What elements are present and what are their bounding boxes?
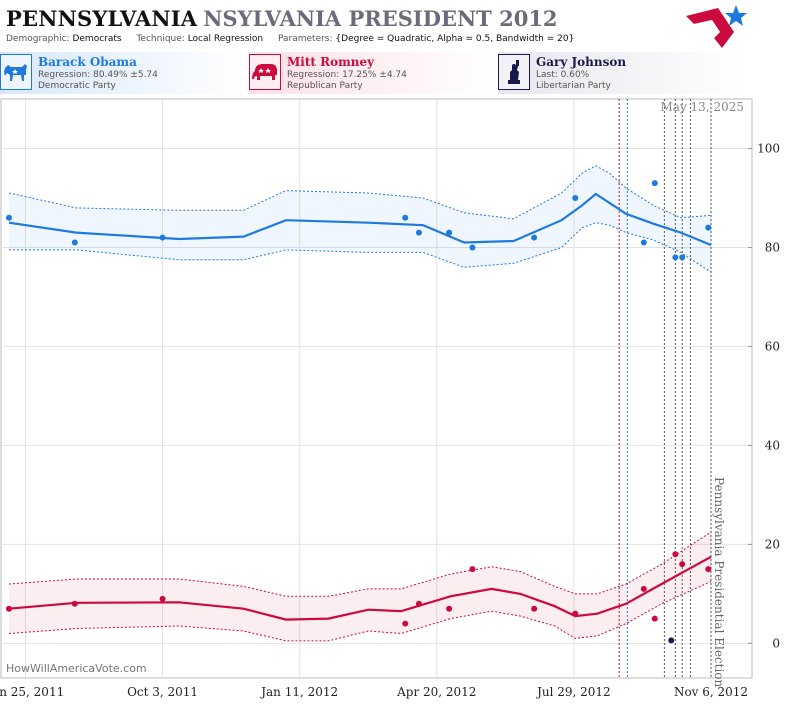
x-tick-label: Apr 20, 2012 (396, 685, 476, 699)
race-title: NSYLVANIA PRESIDENT 2012 (203, 6, 558, 31)
candidate-johnson[interactable]: Gary Johnson Last: 0.60% Libertarian Par… (498, 52, 744, 94)
donkey-icon (0, 54, 32, 90)
poll-point (705, 566, 712, 573)
election-label: Pennsylvania Presidential Election (712, 477, 726, 688)
poll-point (640, 585, 647, 592)
candidate-party: Democratic Party (38, 81, 116, 91)
parameters-value: {Degree = Quadratic, Alpha = 0.5, Bandwi… (335, 34, 575, 44)
poll-point (469, 244, 476, 251)
x-tick-label: Jan 11, 2012 (259, 685, 338, 699)
poll-point (402, 214, 409, 221)
y-tick-label: 60 (765, 339, 780, 353)
trend-line (8, 192, 712, 247)
poll-point (6, 605, 12, 612)
poll-point (446, 229, 453, 236)
y-tick-label: 20 (765, 537, 780, 551)
candidate-stat: Last: 0.60% (536, 70, 590, 80)
poll-point (415, 600, 422, 607)
y-tick-label: 80 (765, 240, 780, 254)
poll-point (446, 605, 453, 612)
candidate-name: Gary Johnson (536, 55, 627, 69)
poll-point (668, 637, 675, 644)
technique-value: Local Regression (187, 34, 264, 44)
poll-point (679, 254, 686, 261)
candidate-romney[interactable]: Mitt Romney Regression: 17.25% ±4.74 Rep… (249, 52, 495, 94)
liberty-statue-icon (498, 54, 530, 90)
poll-point (159, 234, 166, 241)
technique-label: Technique: (136, 34, 185, 44)
confidence-band (9, 165, 711, 273)
candidate-stat: Regression: 80.49% ±5.74 (38, 70, 158, 80)
poll-point (705, 224, 712, 231)
plot-area (0, 98, 753, 679)
candidate-stat: Regression: 17.25% ±4.74 (287, 70, 407, 80)
parameters-label: Parameters: (277, 34, 333, 44)
elephant-icon (249, 54, 281, 90)
candidate-party: Libertarian Party (536, 81, 611, 91)
x-tick-label: Jul 29, 2012 (535, 685, 611, 699)
candidate-name: Mitt Romney (287, 55, 375, 69)
poll-point (572, 194, 579, 201)
poll-point (640, 239, 647, 246)
upper-bound-line (8, 165, 712, 220)
poll-point (469, 566, 476, 573)
x-tick-label: Nov 6, 2012 (674, 685, 748, 699)
poll-point (531, 605, 538, 612)
candidate-name: Barack Obama (38, 55, 137, 69)
star-flag-logo-icon[interactable] (684, 2, 750, 52)
poll-point (71, 600, 78, 607)
poll-point (679, 561, 686, 568)
demographic-label: Demographic: (6, 34, 70, 44)
poll-point (415, 229, 422, 236)
y-tick-label: 40 (765, 438, 780, 452)
lower-bound-line (9, 222, 712, 273)
poll-point (159, 595, 166, 602)
poll-point (572, 610, 579, 617)
watermark: HowWillAmericaVote.com (6, 662, 147, 675)
poll-point (651, 180, 658, 187)
y-tick-label: 0 (772, 636, 780, 650)
poll-point (672, 254, 679, 261)
poll-point (651, 615, 658, 622)
candidate-party: Republican Party (287, 81, 363, 91)
y-tick-label: 100 (757, 141, 780, 155)
poll-point (531, 234, 538, 241)
regression-chart[interactable]: Jun 25, 2011 Oct 3, 2011 Jan 11, 2012 Apr 2… (0, 95, 789, 704)
poll-point (402, 620, 409, 627)
poll-point (672, 551, 679, 558)
upper-bound-line (8, 531, 712, 597)
confidence-band (9, 532, 711, 641)
demographic-value: Democrats (72, 34, 122, 44)
candidate-obama[interactable]: Barack Obama Regression: 80.49% ±5.74 De… (0, 52, 246, 94)
state-title: PENNSYLVANIA (6, 6, 198, 31)
lower-bound-line (8, 581, 712, 642)
candidate-legend: Barack Obama Regression: 80.49% ±5.74 De… (0, 52, 789, 94)
x-tick-label: Jun 25, 2011 (0, 685, 64, 699)
date-label: May 13, 2025 (661, 100, 744, 114)
x-tick-label: Oct 3, 2011 (127, 685, 198, 699)
parameters-line: Demographic: Democrats Technique: Local … (6, 34, 574, 44)
poll-point (71, 239, 78, 246)
poll-point (6, 214, 12, 221)
chart-title: PENNSYLVANIA NSYLVANIA PRESIDENT 2012 (6, 6, 558, 32)
trend-line (8, 555, 712, 621)
